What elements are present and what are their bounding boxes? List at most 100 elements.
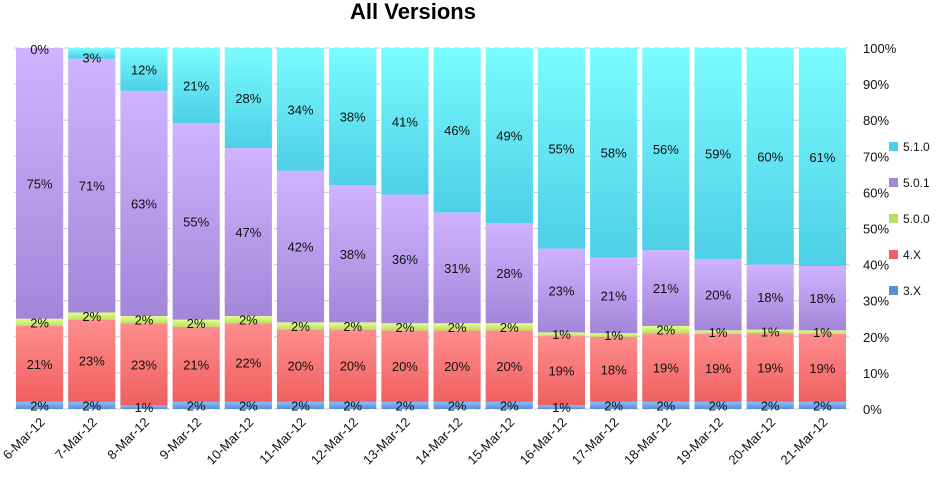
bar-segment-5-1-0 bbox=[120, 48, 168, 91]
bar-stack bbox=[381, 48, 429, 409]
bar-segment-5-0-0 bbox=[798, 330, 846, 334]
data-label: 1% bbox=[604, 328, 623, 343]
bar-segment-3-x bbox=[694, 401, 742, 409]
data-label: 2% bbox=[396, 398, 415, 413]
legend-swatch bbox=[889, 142, 898, 151]
data-label: 1% bbox=[813, 325, 832, 340]
bar-segment-3-x bbox=[276, 401, 325, 409]
y-tick-label: 90% bbox=[863, 77, 889, 92]
bar-segment-4-x bbox=[120, 323, 168, 406]
data-label: 58% bbox=[601, 146, 627, 161]
y-tick-label: 60% bbox=[863, 185, 889, 200]
data-label: 18% bbox=[757, 290, 783, 305]
data-label: 21% bbox=[601, 288, 627, 303]
bar-segment-5-0-0 bbox=[172, 319, 220, 327]
bar-segment-4-x bbox=[172, 326, 220, 402]
data-label: 2% bbox=[239, 398, 258, 413]
bar-segment-5-0-1 bbox=[485, 223, 533, 324]
data-label: 34% bbox=[288, 102, 314, 117]
bar-segment-5-0-0 bbox=[381, 323, 429, 331]
bar-segment-5-1-0 bbox=[172, 48, 220, 124]
bar-segment-4-x bbox=[381, 330, 429, 402]
bar-stack bbox=[433, 48, 481, 409]
data-label: 38% bbox=[340, 247, 366, 262]
y-tick-label: 70% bbox=[863, 149, 889, 164]
bar-segment-5-0-1 bbox=[381, 194, 429, 324]
x-tick-label: 7-Mar-12 bbox=[52, 415, 100, 463]
bar-segment-5-0-1 bbox=[433, 212, 481, 324]
data-label: 2% bbox=[709, 398, 728, 413]
x-tick-label: 13-Mar-12 bbox=[360, 415, 413, 468]
bar-stack bbox=[68, 48, 116, 409]
data-label: 59% bbox=[705, 146, 731, 161]
data-label: 42% bbox=[288, 240, 314, 255]
bar-segment-5-0-0 bbox=[746, 329, 794, 334]
data-label: 71% bbox=[79, 179, 105, 194]
bar-segment-5-0-1 bbox=[68, 58, 116, 313]
legend-swatch bbox=[889, 214, 898, 223]
data-label: 12% bbox=[131, 62, 157, 77]
data-label: 56% bbox=[653, 142, 679, 157]
bar-stack bbox=[537, 48, 586, 409]
bar-segment-5-0-1 bbox=[590, 257, 638, 334]
data-label: 61% bbox=[809, 150, 835, 165]
y-tick-label: 80% bbox=[863, 113, 889, 128]
data-label: 2% bbox=[343, 398, 362, 413]
x-tick-label: 20-Mar-12 bbox=[725, 415, 778, 468]
data-label: 63% bbox=[131, 196, 157, 211]
data-label: 2% bbox=[30, 315, 49, 330]
bar-segment-5-1-0 bbox=[694, 48, 742, 259]
data-label: 2% bbox=[343, 319, 362, 334]
bar-segment-5-1-0 bbox=[485, 48, 533, 224]
data-label: 2% bbox=[761, 398, 780, 413]
data-label: 2% bbox=[239, 313, 258, 328]
data-label: 2% bbox=[82, 309, 101, 324]
x-tick-label: 16-Mar-12 bbox=[517, 415, 570, 468]
bar-segment-5-0-1 bbox=[276, 170, 325, 323]
data-label: 22% bbox=[235, 356, 261, 371]
bar-stack bbox=[590, 48, 638, 409]
legend-label: 3.X bbox=[903, 284, 921, 298]
data-label: 28% bbox=[235, 91, 261, 106]
data-label: 23% bbox=[131, 357, 157, 372]
bar-segment-4-x bbox=[276, 329, 325, 402]
data-label: 20% bbox=[444, 359, 470, 374]
bar-segment-5-1-0 bbox=[433, 48, 481, 213]
data-label: 20% bbox=[496, 359, 522, 374]
data-label: 46% bbox=[444, 123, 470, 138]
bar-segment-5-0-1 bbox=[798, 266, 846, 331]
bar-segment-5-1-0 bbox=[537, 48, 586, 249]
data-label: 2% bbox=[448, 398, 467, 413]
data-label: 19% bbox=[809, 361, 835, 376]
bar-segment-5-1-0 bbox=[68, 48, 116, 59]
x-tick-label: 15-Mar-12 bbox=[464, 415, 517, 468]
bar-segment-5-0-0 bbox=[16, 318, 64, 326]
bar-segment-3-x bbox=[172, 401, 220, 409]
data-label: 2% bbox=[448, 320, 467, 335]
data-label: 0% bbox=[30, 42, 49, 57]
bar-stack bbox=[642, 48, 690, 409]
data-label: 19% bbox=[705, 361, 731, 376]
data-label: 23% bbox=[79, 354, 105, 369]
data-label: 20% bbox=[340, 359, 366, 374]
bar-segment-5-0-0 bbox=[329, 322, 377, 330]
x-tick-label: 12-Mar-12 bbox=[308, 415, 361, 468]
data-label: 18% bbox=[809, 291, 835, 306]
bar-segment-3-x bbox=[433, 401, 481, 409]
x-tick-label: 11-Mar-12 bbox=[256, 415, 308, 467]
data-label: 20% bbox=[288, 359, 314, 374]
bar-segment-4-x bbox=[642, 333, 690, 402]
legend-swatch bbox=[889, 286, 898, 295]
y-tick-label: 30% bbox=[863, 294, 889, 309]
bar-segment-3-x bbox=[381, 401, 429, 409]
data-label: 2% bbox=[135, 313, 154, 328]
data-label: 23% bbox=[548, 283, 574, 298]
bar-segment-5-1-0 bbox=[798, 48, 846, 267]
bar-segment-5-0-0 bbox=[485, 323, 533, 331]
legend-swatch bbox=[889, 178, 898, 187]
legend-label: 5.0.0 bbox=[903, 212, 930, 226]
data-label: 55% bbox=[183, 214, 209, 229]
y-tick-label: 20% bbox=[863, 330, 889, 345]
bars bbox=[16, 48, 846, 409]
